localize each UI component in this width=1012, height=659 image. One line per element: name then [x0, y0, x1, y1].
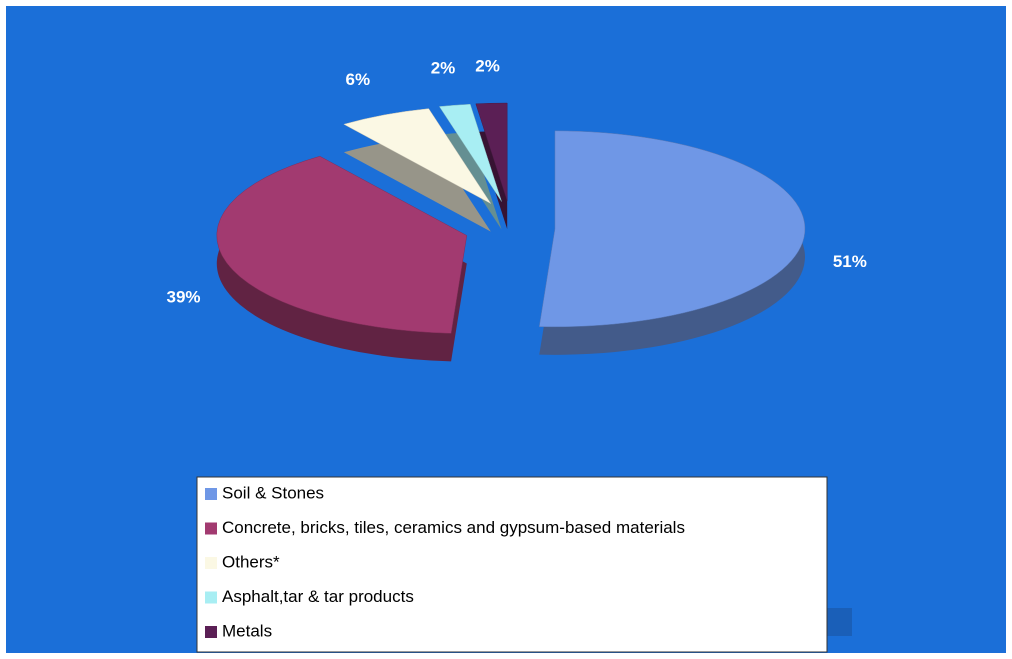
- data-label: 2%: [475, 56, 500, 75]
- legend-swatch: [205, 488, 217, 500]
- data-label: 6%: [345, 70, 370, 89]
- slice-side: [343, 136, 491, 232]
- data-label: 51%: [833, 252, 867, 271]
- slice: [538, 130, 806, 328]
- legend-box: [196, 476, 828, 653]
- legend-swatch: [205, 522, 217, 535]
- legend-label: Metals: [222, 621, 272, 640]
- slice: [438, 103, 502, 202]
- decoration: [826, 608, 852, 636]
- data-label: 2%: [431, 59, 456, 78]
- legend-label: Soil & Stones: [222, 483, 324, 502]
- slice: [475, 102, 508, 202]
- legend-label: Others*: [222, 552, 280, 571]
- legend-swatch: [205, 626, 217, 638]
- legend-label: Concrete, bricks, tiles, ceramics and gy…: [222, 518, 685, 537]
- legend-swatch: [205, 591, 217, 604]
- slice: [343, 108, 492, 204]
- slice: [216, 155, 468, 334]
- data-label: 39%: [166, 287, 200, 306]
- legend-label: Asphalt,tar & tar products: [222, 587, 414, 606]
- legend-swatch: [205, 557, 217, 569]
